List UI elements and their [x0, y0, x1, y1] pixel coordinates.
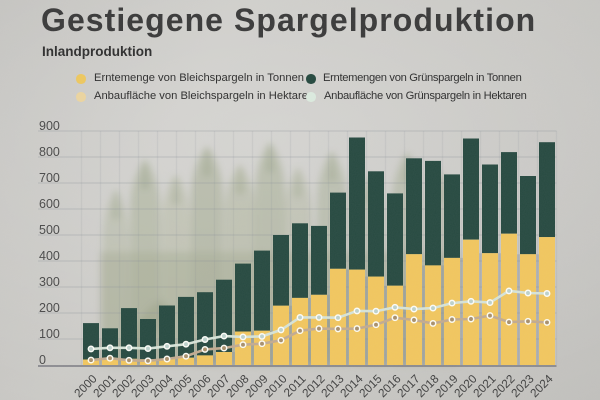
svg-text:700: 700 — [39, 171, 60, 185]
svg-text:600: 600 — [39, 197, 60, 211]
svg-text:0: 0 — [39, 353, 46, 367]
svg-text:2024: 2024 — [527, 371, 556, 400]
svg-text:500: 500 — [39, 223, 60, 237]
svg-text:400: 400 — [39, 249, 60, 263]
svg-text:800: 800 — [39, 145, 60, 159]
svg-text:200: 200 — [39, 301, 60, 315]
svg-text:300: 300 — [39, 275, 60, 289]
svg-text:900: 900 — [39, 119, 60, 133]
svg-text:100: 100 — [39, 327, 60, 341]
